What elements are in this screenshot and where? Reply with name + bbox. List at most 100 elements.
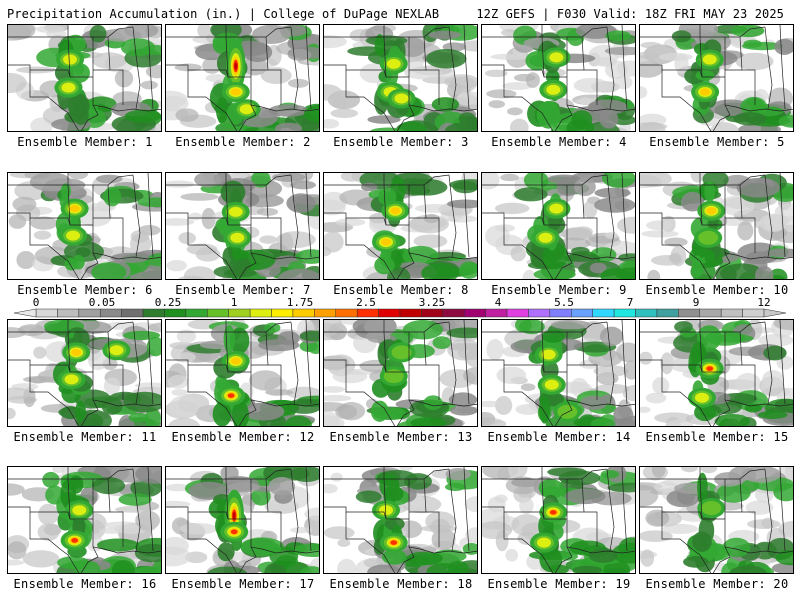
colorbar-cell (656, 308, 679, 318)
colorbar-cell (57, 308, 80, 318)
colorbar-arrow-left (13, 308, 37, 318)
colorbar-cell (592, 308, 615, 318)
colorbar-cell (506, 308, 529, 318)
chart-title: Precipitation Accumulation (in.) | Colle… (7, 7, 440, 21)
ensemble-map-panel (323, 466, 478, 574)
colorbar-cell (742, 308, 765, 318)
precip-map (166, 320, 319, 426)
colorbar-cell (678, 308, 701, 318)
precip-map (324, 467, 477, 573)
colorbar-tick-label: 0 (32, 296, 40, 309)
precip-map (482, 467, 635, 573)
precip-map (482, 320, 635, 426)
colorbar-cell (356, 308, 379, 318)
ensemble-map-panel (639, 466, 794, 574)
ensemble-map-panel (165, 466, 320, 574)
ensemble-member-label: Ensemble Member: 18 (329, 577, 473, 591)
colorbar-cell (571, 308, 593, 318)
ensemble-map-panel (7, 319, 162, 427)
precip-map (324, 320, 477, 426)
ensemble-member-label: Ensemble Member: 15 (645, 430, 789, 444)
ensemble-member-label: Ensemble Member: 16 (13, 577, 157, 591)
colorbar-cell (249, 308, 272, 318)
colorbar-cell (164, 308, 187, 318)
ensemble-member-label: Ensemble Member: 4 (491, 135, 627, 149)
colorbar-cell (528, 308, 551, 318)
precip-map (640, 173, 793, 279)
ensemble-member-label: Ensemble Member: 14 (487, 430, 631, 444)
colorbar-cell (292, 308, 315, 318)
ensemble-member-label: Ensemble Member: 6 (17, 283, 153, 297)
ensemble-map-panel (639, 172, 794, 280)
ensemble-member-label: Ensemble Member: 11 (13, 430, 157, 444)
ensemble-map-panel (7, 172, 162, 280)
precip-map (8, 320, 161, 426)
ensemble-map-panel (481, 172, 636, 280)
precip-map (324, 173, 477, 279)
precip-map (166, 25, 319, 131)
ensemble-member-label: Ensemble Member: 3 (333, 135, 469, 149)
colorbar-cell (613, 308, 636, 318)
colorbar-cell (442, 308, 465, 318)
ensemble-member-label: Ensemble Member: 19 (487, 577, 631, 591)
precip-map (482, 173, 635, 279)
colorbar-tick-label: 1.75 (286, 296, 314, 309)
colorbar-tick-label: 0.05 (88, 296, 116, 309)
colorbar-cell (549, 308, 572, 318)
colorbar-cell (485, 308, 508, 318)
ensemble-map-panel (323, 319, 478, 427)
precip-map (482, 25, 635, 131)
colorbar-cell (699, 308, 722, 318)
ensemble-member-label: Ensemble Member: 20 (645, 577, 789, 591)
colorbar-tick-label: 5.5 (554, 296, 574, 309)
precip-map (640, 467, 793, 573)
ensemble-member-label: Ensemble Member: 1 (17, 135, 153, 149)
colorbar-cell (271, 308, 294, 318)
run-valid-time: 12Z GEFS | F030 Valid: 18Z FRI MAY 23 20… (476, 7, 784, 21)
precip-map (166, 173, 319, 279)
colorbar-cell (228, 308, 251, 318)
colorbar-arrow-right (763, 308, 787, 318)
colorbar-tick-label: 9 (692, 296, 700, 309)
colorbar-cell (720, 308, 743, 318)
colorbar-cell (421, 308, 444, 318)
precip-map (324, 25, 477, 131)
ensemble-map-panel (481, 466, 636, 574)
colorbar-tick-label: 1 (230, 296, 238, 309)
colorbar-tick-label: 0.25 (154, 296, 182, 309)
colorbar-cell (185, 308, 208, 318)
precip-map (8, 173, 161, 279)
ensemble-member-label: Ensemble Member: 5 (649, 135, 785, 149)
colorbar-cell (399, 308, 422, 318)
colorbar-cell (378, 308, 401, 318)
ensemble-map-panel (481, 24, 636, 132)
ensemble-member-label: Ensemble Member: 8 (333, 283, 469, 297)
ensemble-map-panel (165, 319, 320, 427)
colorbar-cell (463, 308, 486, 318)
precip-map (8, 467, 161, 573)
colorbar-cell (121, 308, 144, 318)
ensemble-map-panel (165, 172, 320, 280)
ensemble-map-panel (323, 172, 478, 280)
ensemble-map-panel (7, 24, 162, 132)
precip-map (166, 467, 319, 573)
colorbar-tick-label: 3.25 (418, 296, 446, 309)
colorbar-cell (142, 308, 165, 318)
colorbar-cell (207, 308, 229, 318)
ensemble-member-label: Ensemble Member: 9 (491, 283, 627, 297)
precip-map (640, 320, 793, 426)
ensemble-member-label: Ensemble Member: 10 (645, 283, 789, 297)
ensemble-map-panel (323, 24, 478, 132)
ensemble-member-label: Ensemble Member: 12 (171, 430, 315, 444)
ensemble-map-panel (639, 24, 794, 132)
colorbar-tick-label: 7 (626, 296, 634, 309)
ensemble-map-panel (7, 466, 162, 574)
colorbar-scale (13, 308, 787, 318)
ensemble-map-panel (165, 24, 320, 132)
colorbar-cell (35, 308, 58, 318)
ensemble-member-label: Ensemble Member: 7 (175, 283, 311, 297)
colorbar-tick-label: 4 (494, 296, 502, 309)
colorbar-tick-label: 12 (757, 296, 771, 309)
colorbar-cell (335, 308, 358, 318)
colorbar-cell (314, 308, 337, 318)
